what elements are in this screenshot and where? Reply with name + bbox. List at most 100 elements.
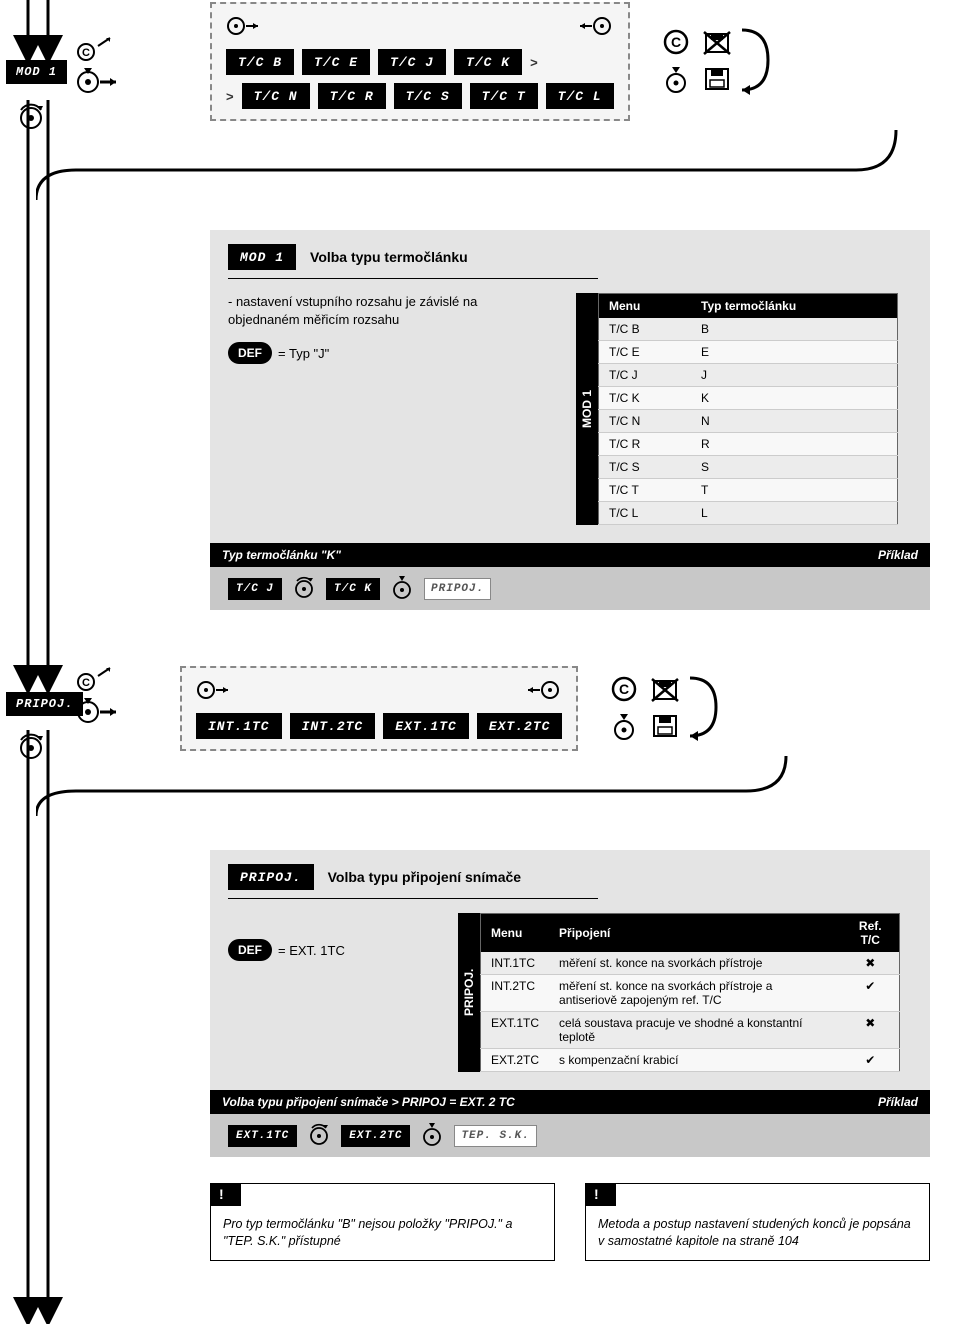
svg-text:C: C	[82, 47, 90, 59]
dial-rotate-small-icon	[292, 575, 316, 602]
th-menu: Menu	[599, 294, 692, 319]
panel2-def-value: = EXT. 1TC	[278, 943, 345, 958]
table-row: INT.2TCměření st. konce na svorkách přís…	[481, 975, 900, 1012]
strip-lcd: T/C K	[326, 578, 380, 600]
dial-right-icon	[76, 64, 122, 97]
save-icon	[702, 65, 732, 96]
panel1-tag: MOD 1	[228, 244, 296, 270]
dial-right-small-icon	[196, 678, 234, 705]
table-row: T/C SS	[599, 456, 898, 479]
def-pill: DEF	[228, 939, 272, 961]
flow-node-pripoj: PRIPOJ.	[6, 692, 83, 716]
loop-arrow-icon	[738, 22, 774, 101]
action-icons-2: C	[610, 675, 680, 743]
svg-text:C: C	[619, 681, 629, 697]
strip-lcd: EXT.2TC	[341, 1125, 410, 1147]
table-row: T/C TT	[599, 479, 898, 502]
seq1-item: T/C N	[242, 83, 310, 109]
c-icon: C	[610, 675, 638, 706]
panel-pripoj: PRIPOJ. Volba typu připojení snímače DEF…	[210, 850, 930, 1157]
strip-lcd: EXT.1TC	[228, 1125, 297, 1147]
dial-press-icon	[662, 65, 690, 96]
gt-right: >	[530, 55, 538, 70]
seq1-row1: T/C B T/C E T/C J T/C K >	[226, 49, 614, 75]
table-row: T/C LL	[599, 502, 898, 525]
dial-right-icon-2	[76, 694, 122, 727]
example-left: Typ termočlánku "K"	[222, 548, 341, 562]
dial-left-small-icon	[524, 678, 562, 705]
table-row: T/C NN	[599, 410, 898, 433]
panel1-example-bar: Typ termočlánku "K" Příklad	[210, 543, 930, 567]
panel1-def-value: = Typ "J"	[278, 346, 329, 361]
th-ref: Ref. T/C	[842, 914, 900, 953]
seq1-item: T/C J	[378, 49, 446, 75]
seq1-item: T/C B	[226, 49, 294, 75]
note-2-text: Metoda a postup nastavení studených konc…	[586, 1206, 929, 1260]
panel2-sidecap: PRIPOJ.	[458, 913, 480, 1072]
seq2-item: EXT.2TC	[477, 713, 563, 739]
example-right: Příklad	[878, 548, 918, 562]
note-bang: !	[211, 1184, 241, 1206]
dial-press-small-icon	[390, 575, 414, 602]
seq1-item: T/C E	[302, 49, 370, 75]
panel2-example-bar: Volba typu připojení snímače > PRIPOJ = …	[210, 1090, 930, 1114]
seq2-item: EXT.1TC	[383, 713, 469, 739]
table-row: T/C KK	[599, 387, 898, 410]
cancel-save-icon	[702, 28, 732, 59]
panel1-example-strip: T/C J T/C K PRIPOJ.	[210, 567, 930, 610]
dial-press-icon	[610, 712, 638, 743]
th-conn: Připojení	[549, 914, 842, 953]
c-arrow-icon: C	[76, 36, 116, 67]
panel2-title: Volba typu připojení snímače	[328, 869, 521, 885]
table-row: EXT.1TCcelá soustava pracuje ve shodné a…	[481, 1012, 900, 1049]
dial-left-small-icon	[576, 14, 614, 41]
example-right: Příklad	[878, 1095, 918, 1109]
c-icon: C	[662, 28, 690, 59]
th-menu: Menu	[481, 914, 550, 953]
panel1-desc: - nastavení vstupního rozsahu je závislé…	[228, 293, 546, 328]
dial-rotate-small-icon	[307, 1122, 331, 1149]
pripoj-lcd: PRIPOJ.	[6, 692, 83, 716]
svg-text:C: C	[82, 677, 90, 689]
dial-press-small-icon	[420, 1122, 444, 1149]
sequence-2: INT.1TC INT.2TC EXT.1TC EXT.2TC C	[180, 666, 722, 751]
panel2-example-strip: EXT.1TC EXT.2TC TEP. S.K.	[210, 1114, 930, 1157]
notes: ! Pro typ termočlánku "B" nejsou položky…	[210, 1183, 930, 1261]
table-row: T/C BB	[599, 318, 898, 341]
note-bang: !	[586, 1184, 616, 1206]
c-arrow-icon-2: C	[76, 666, 116, 697]
seq2-item: INT.2TC	[290, 713, 376, 739]
table-row: T/C JJ	[599, 364, 898, 387]
strip-lcd-next: PRIPOJ.	[424, 578, 491, 600]
table-row: INT.1TCměření st. konce na svorkách přís…	[481, 952, 900, 975]
dial-right-small-icon	[226, 14, 264, 41]
save-icon	[650, 712, 680, 743]
panel2-table: PRIPOJ. Menu Připojení Ref. T/C INT.1TCm…	[458, 913, 900, 1072]
seq2-item: INT.1TC	[196, 713, 282, 739]
flow-node-mod1: MOD 1	[6, 60, 67, 84]
seq1-row2: > T/C N T/C R T/C S T/C T T/C L	[226, 83, 614, 109]
action-icons: C	[662, 28, 732, 96]
seq1-box: T/C B T/C E T/C J T/C K > > T/C N T/C R …	[210, 2, 630, 121]
flow-curve-1	[36, 130, 906, 203]
note-1-text: Pro typ termočlánku "B" nejsou položky "…	[211, 1206, 554, 1260]
svg-text:C: C	[671, 34, 681, 50]
def-pill: DEF	[228, 342, 272, 364]
seq2-box: INT.1TC INT.2TC EXT.1TC EXT.2TC	[180, 666, 578, 751]
cancel-save-icon	[650, 675, 680, 706]
sequence-1: T/C B T/C E T/C J T/C K > > T/C N T/C R …	[210, 2, 774, 121]
seq1-item: T/C S	[394, 83, 462, 109]
table-row: T/C EE	[599, 341, 898, 364]
table-row: T/C RR	[599, 433, 898, 456]
example-left: Volba typu připojení snímače > PRIPOJ = …	[222, 1095, 515, 1109]
gt-left: >	[226, 89, 234, 104]
loop-arrow-icon	[686, 672, 722, 745]
mod1-lcd: MOD 1	[6, 60, 67, 84]
table-row: EXT.2TCs kompenzační krabicí✔	[481, 1049, 900, 1072]
seq1-item: T/C R	[318, 83, 386, 109]
panel1-title: Volba typu termočlánku	[310, 249, 468, 265]
panel2-tag: PRIPOJ.	[228, 864, 314, 890]
th-type: Typ termočlánku	[691, 294, 897, 319]
seq2-row: INT.1TC INT.2TC EXT.1TC EXT.2TC	[196, 713, 562, 739]
note-1: ! Pro typ termočlánku "B" nejsou položky…	[210, 1183, 555, 1261]
